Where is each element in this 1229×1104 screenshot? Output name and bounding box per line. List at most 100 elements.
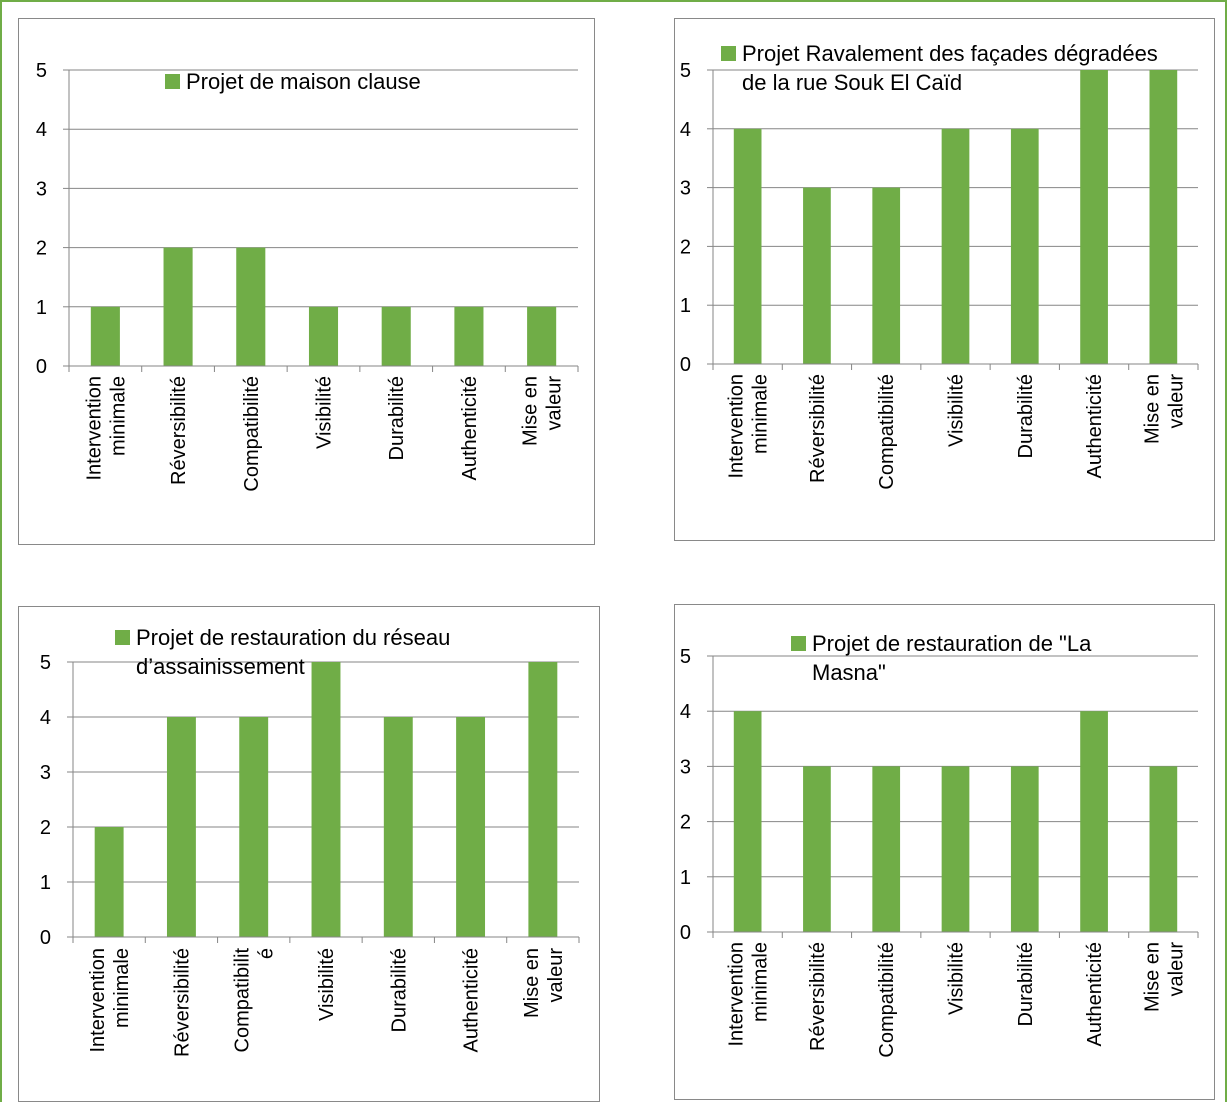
legend-swatch	[165, 74, 180, 89]
bar	[308, 306, 339, 366]
x-tick-label-line: Durabilité	[388, 948, 410, 1032]
x-tick-label-line: é	[256, 948, 278, 959]
y-tick-label: 0	[680, 354, 691, 376]
chart-panel-ravalement-facades: 0 1 2 3 4 5 Intervention minimale Réversibilité C…	[674, 18, 1215, 541]
legend-line-1: Projet de maison clause	[165, 67, 421, 96]
bar	[1010, 766, 1039, 932]
bar	[527, 306, 557, 366]
bar	[456, 717, 486, 937]
y-tick-label: 2	[680, 812, 691, 834]
x-tick-label-line: Intervention	[83, 376, 105, 481]
x-tick-label-line: Visibilité	[946, 942, 968, 1015]
x-tick-label: Compatibilité	[241, 376, 263, 492]
x-tick-label: Authenticité	[1084, 374, 1106, 479]
bar	[528, 662, 558, 937]
x-tick-label: Intervention minimale	[726, 942, 772, 1047]
legend: Projet Ravalement des façades dégradées …	[721, 39, 1158, 97]
legend-text: d’assainissement	[136, 654, 305, 679]
x-tick-label: Visibilité	[314, 376, 336, 449]
x-tick-label: Authenticité	[461, 948, 483, 1053]
chart-panel-reseau-assainissement: 0 1 2 3 4 5 Intervention minimale Réversibilité C…	[18, 606, 600, 1102]
x-tick-label: Authenticité	[459, 376, 481, 481]
x-tick-label-line: valeur	[1165, 942, 1187, 997]
y-tick-label: 3	[680, 178, 691, 200]
x-tick-label: Durabilité	[1015, 374, 1037, 458]
x-tick-label-line: Durabilité	[1015, 374, 1037, 458]
x-tick-label-line: Durabilité	[1015, 942, 1037, 1026]
chart-svg: 0 1 2 3 4 5 Intervention minimale Réversibilité C…	[40, 652, 580, 1057]
x-tick-label: Durabilité	[388, 948, 410, 1032]
legend: Projet de restauration de "La Masna"	[791, 629, 1091, 687]
x-tick-label: Intervention minimale	[83, 376, 129, 481]
x-tick-label: Mise en valeur	[1141, 374, 1187, 444]
x-tick-label-line: Compatibilité	[241, 376, 263, 492]
bar	[872, 187, 901, 364]
bar	[311, 662, 341, 937]
bar	[236, 247, 266, 366]
x-tick-label: Compatibilité	[876, 942, 898, 1058]
legend-line-1: Projet de restauration de "La	[791, 629, 1091, 658]
chart-panel-la-masna: 0 1 2 3 4 5 Intervention minimale Réversibilité C…	[674, 604, 1215, 1100]
chart-panel-maison-clause: 0 1 2 3 4 5 Intervention minimale Réversibilité C…	[18, 18, 595, 545]
legend-text: de la rue Souk El Caïd	[742, 70, 963, 95]
x-tick-label-line: Compatibilité	[876, 374, 898, 490]
x-tick-label-line: Intervention	[726, 942, 748, 1047]
x-tick-label-line: minimale	[107, 376, 129, 456]
bar	[733, 128, 762, 364]
bar	[94, 827, 124, 937]
legend-swatch	[791, 636, 806, 651]
y-tick-label: 0	[680, 922, 691, 944]
x-tick-label-line: Réversibilité	[807, 942, 829, 1051]
bar	[1080, 70, 1108, 364]
legend-line-2: d’assainissement	[115, 652, 450, 681]
bar	[90, 306, 120, 366]
y-tick-label: 1	[36, 297, 47, 319]
x-tick-label-line: minimale	[750, 942, 772, 1022]
x-tick-label: Visibilité	[946, 374, 968, 447]
y-tick-label: 4	[40, 707, 51, 729]
x-tick-label: Mise en valeur	[1141, 942, 1187, 1012]
bar	[239, 717, 269, 937]
x-tick-label: Intervention minimale	[726, 374, 772, 479]
y-tick-label: 1	[680, 295, 691, 317]
chart-svg: 0 1 2 3 4 5 Intervention minimale Réversibilité C…	[680, 646, 1199, 1058]
x-tick-label-line: Mise en	[520, 376, 542, 446]
y-tick-label: 2	[36, 238, 47, 260]
x-tick-label-line: Authenticité	[459, 376, 481, 481]
y-tick-label: 3	[680, 756, 691, 778]
x-tick-label: Réversibilité	[168, 376, 190, 485]
x-tick-label-line: Intervention	[726, 374, 748, 479]
y-tick-label: 5	[40, 652, 51, 674]
bar	[163, 247, 193, 366]
x-tick-label-line: minimale	[750, 374, 772, 454]
x-tick-label: Réversibilité	[807, 374, 829, 483]
bar	[941, 128, 970, 364]
bar	[166, 717, 196, 937]
y-tick-label: 4	[36, 119, 47, 141]
x-tick-label-line: Durabilité	[386, 376, 408, 460]
chart-svg: 0 1 2 3 4 5 Intervention minimale Réversibilité C…	[680, 60, 1199, 490]
bar	[1080, 711, 1108, 932]
x-tick-label: Réversibilité	[171, 948, 193, 1057]
x-tick-label: Mise en valeur	[520, 376, 566, 446]
bar	[733, 711, 762, 932]
y-tick-label: 4	[680, 701, 691, 723]
x-tick-label-line: Visibilité	[946, 374, 968, 447]
x-tick-label: Durabilité	[386, 376, 408, 460]
bar	[381, 306, 411, 366]
x-tick-label-line: Mise en	[1141, 374, 1163, 444]
y-tick-label: 5	[36, 60, 47, 82]
y-tick-label: 1	[40, 872, 51, 894]
legend-line-1: Projet de restauration du réseau	[115, 623, 450, 652]
x-tick-label: Intervention minimale	[87, 948, 133, 1053]
legend-swatch	[721, 46, 736, 61]
x-tick-label-line: valeur	[545, 948, 567, 1003]
legend-text: Projet de maison clause	[186, 69, 421, 94]
y-tick-label: 1	[680, 867, 691, 889]
x-tick-label-line: Réversibilité	[168, 376, 190, 485]
y-tick-label: 0	[36, 356, 47, 378]
y-tick-label: 3	[36, 178, 47, 200]
legend-swatch	[115, 630, 130, 645]
